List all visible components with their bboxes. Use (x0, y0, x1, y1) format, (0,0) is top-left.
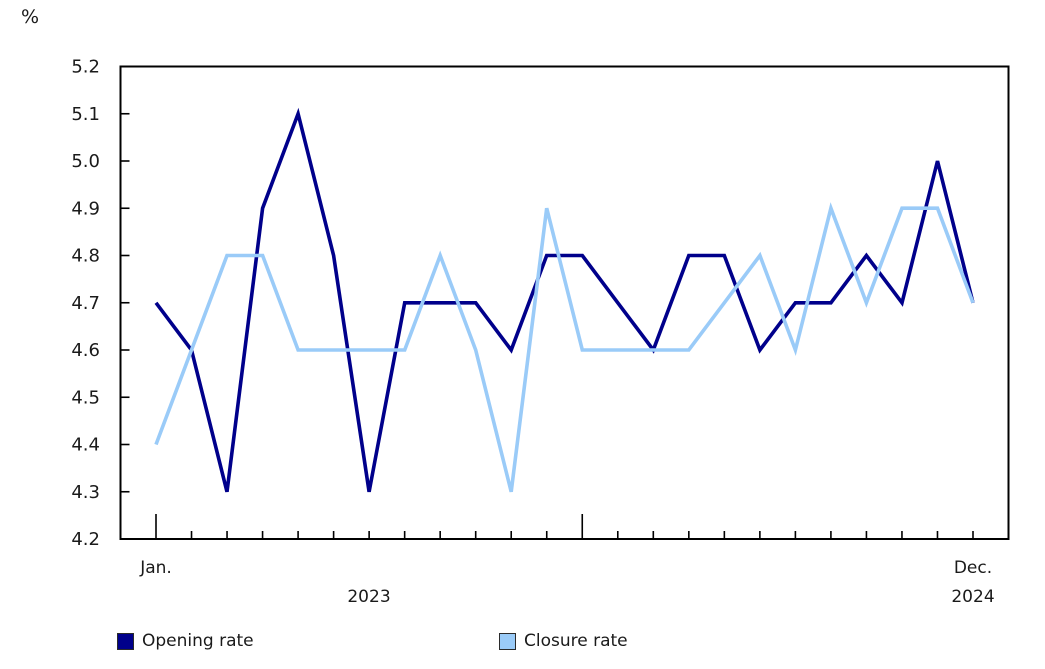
legend-item-closure-rate: Closure rate (499, 629, 628, 653)
opening-rate-color-swatch (117, 632, 134, 650)
y-axis-tick-label: 4.2 (71, 529, 100, 550)
closure-rate-color-swatch (499, 632, 516, 650)
series-line-opening-rate (154, 107, 975, 493)
plot-border (119, 65, 1010, 540)
y-axis-tick-label: 5.0 (71, 151, 100, 172)
y-axis-tick-label: 5.1 (71, 104, 100, 125)
x-axis-label-left-year: 2023 (347, 587, 391, 607)
x-axis (155, 514, 974, 539)
y-axis-unit-label: % (21, 6, 40, 28)
y-axis-tick-label: 4.5 (71, 387, 100, 408)
y-axis-tick-label: 4.3 (71, 482, 100, 503)
y-axis-tick-label: 4.7 (71, 293, 100, 314)
y-axis-tick-label: 4.9 (71, 198, 100, 219)
x-axis-label-first-month: Jan. (140, 558, 172, 578)
x-axis-label-last-month: Dec. (953, 558, 993, 578)
opening-rate-legend-label: Opening rate (142, 631, 254, 651)
x-axis-label-right-year: 2024 (951, 587, 995, 607)
closure-rate-legend-label: Closure rate (524, 631, 628, 651)
chart-legend: Opening rate Closure rate (0, 629, 1045, 655)
y-axis-tick-label: 4.4 (71, 435, 100, 456)
y-axis-tick-label: 4.8 (71, 246, 100, 267)
legend-item-opening-rate: Opening rate (117, 629, 254, 653)
y-axis: 4.2 4.3 4.4 4.5 4.6 4.7 4.8 4.9 5.0 5.1 5.2 (71, 57, 130, 550)
y-axis-tick-label: 5.2 (71, 57, 100, 78)
y-axis-tick-label: 4.6 (71, 340, 100, 361)
series-line-closure-rate (154, 202, 975, 493)
